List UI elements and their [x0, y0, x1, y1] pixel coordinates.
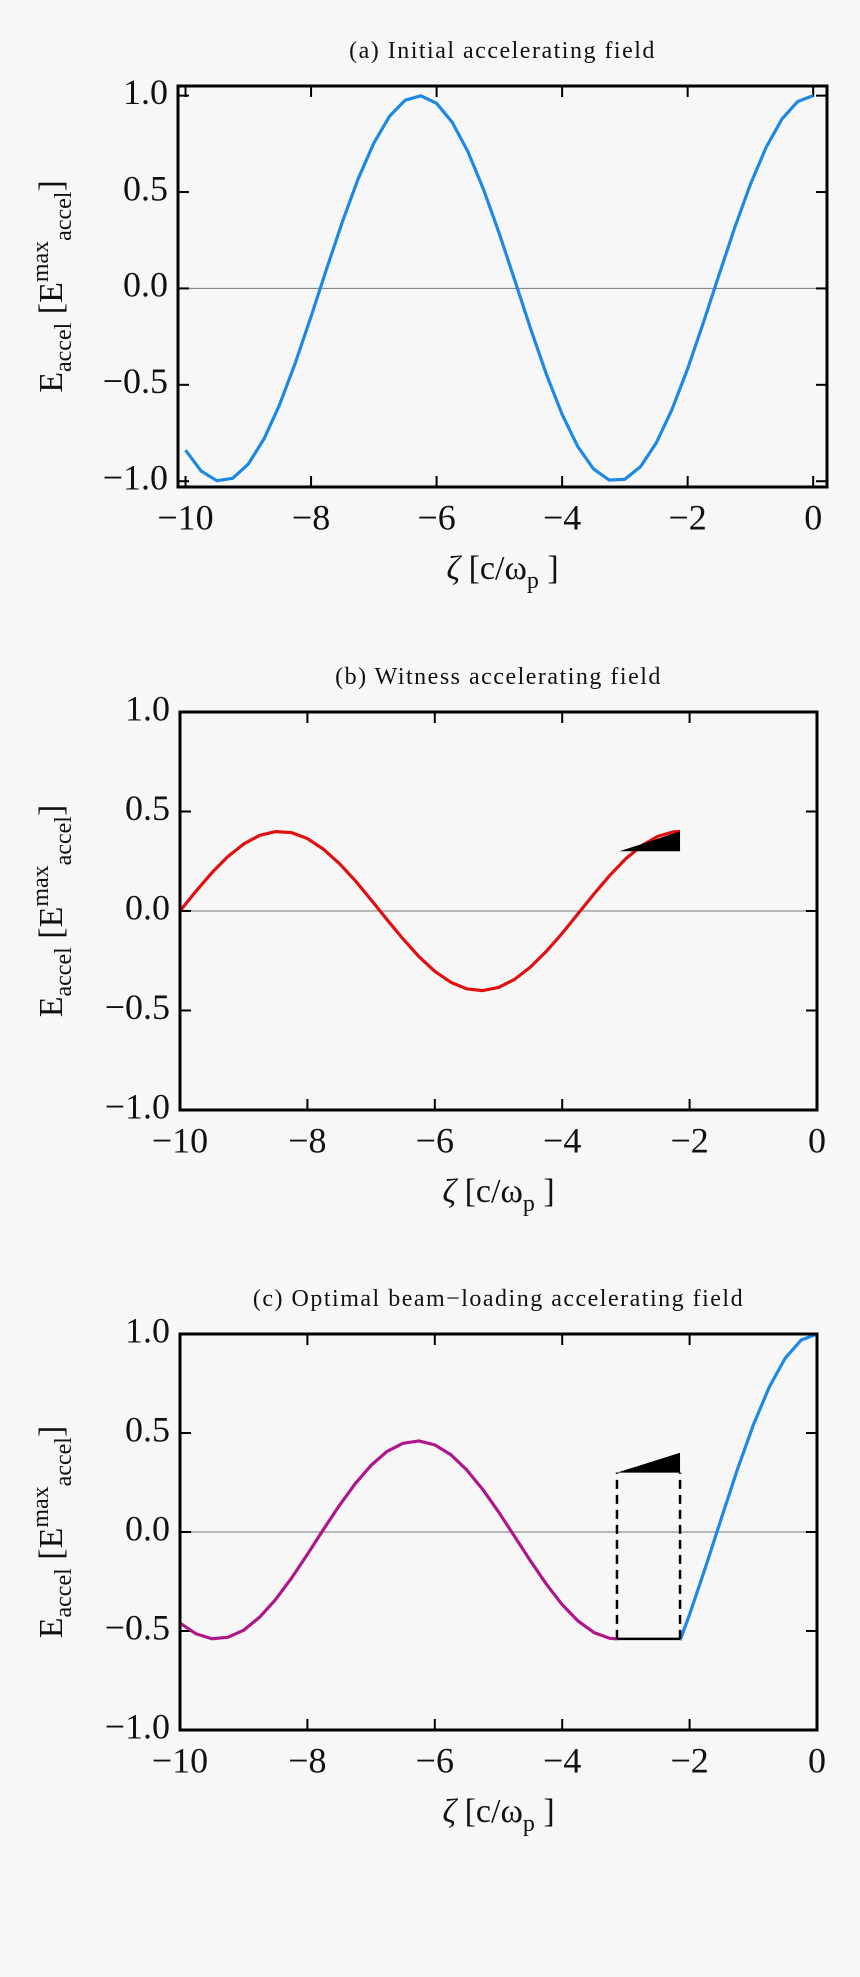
x-tick-label: 0: [808, 1120, 826, 1160]
y-tick-label: −1.0: [105, 1086, 170, 1126]
label-part: ]: [539, 550, 559, 587]
x-tick-label: 0: [808, 1740, 826, 1780]
plot-frame: [176, 84, 829, 489]
label-part: E: [33, 997, 70, 1018]
label-part: accel: [51, 947, 77, 997]
bunch: [616, 1452, 681, 1473]
x-tick-label: −10: [152, 1120, 208, 1160]
label-part: ]: [33, 805, 70, 816]
y-tick-label: 0.0: [125, 887, 170, 927]
label-part: [c/ω: [456, 1793, 523, 1830]
x-tick-label: −4: [543, 1740, 581, 1780]
x-tick-label: −2: [670, 1120, 708, 1160]
x-tick-label: −6: [416, 1740, 454, 1780]
x-tick-label: −4: [543, 1120, 581, 1160]
data-line: [178, 829, 681, 993]
label-part: p: [527, 568, 539, 594]
y-tick-label: −0.5: [105, 1607, 170, 1647]
chart-title: (c) Optimal beam−loading accelerating fi…: [253, 1286, 744, 1312]
y-tick-label: −0.5: [103, 361, 168, 401]
chart-title: (a) Initial accelerating field: [349, 38, 656, 64]
x-tick-label: −4: [543, 497, 581, 537]
chart-title: (b) Witness accelerating field: [335, 664, 662, 690]
y-tick-label: 1.0: [125, 688, 170, 728]
y-tick-label: 0.5: [125, 788, 170, 828]
y-tick-label: 1.0: [123, 72, 168, 112]
y-tick-label: 0.5: [125, 1409, 170, 1449]
x-tick-label: −2: [669, 497, 707, 537]
data-line: [179, 1439, 618, 1641]
label-part: ]: [535, 1173, 555, 1210]
label-part: accel: [51, 1437, 77, 1487]
label-part: ζ: [446, 550, 462, 587]
data-line: [184, 94, 814, 483]
label-part: accel: [51, 816, 77, 866]
chart-panel: (b) Witness accelerating field −10 −8 −6 −4 −…: [28, 664, 826, 1217]
x-axis-label: ζ [c/ωp ]: [442, 1793, 554, 1837]
bunch: [619, 831, 681, 852]
y-tick-label: 0.0: [125, 1508, 170, 1548]
label-part: [E: [33, 282, 70, 323]
x-tick-label: −8: [288, 1120, 326, 1160]
y-tick-label: −0.5: [105, 987, 170, 1027]
x-tick-label: −6: [417, 497, 455, 537]
label-part: ]: [33, 1426, 70, 1437]
label-part: accel: [51, 191, 77, 241]
x-tick-label: −2: [670, 1740, 708, 1780]
x-tick-label: −6: [416, 1120, 454, 1160]
label-part: p: [523, 1191, 535, 1217]
y-axis-label: Eaccel [Emaxaccel]: [28, 1426, 77, 1639]
label-part: E: [33, 372, 70, 393]
label-part: [E: [33, 1528, 70, 1569]
label-part: accel: [51, 322, 77, 372]
y-axis-label: Eaccel [Emaxaccel]: [28, 805, 77, 1018]
plot-frame: [178, 1332, 819, 1732]
y-tick-label: −1.0: [105, 1706, 170, 1746]
x-axis-label: ζ [c/ωp ]: [442, 1173, 554, 1217]
label-part: [c/ω: [460, 550, 527, 587]
x-tick-label: −10: [157, 497, 213, 537]
y-tick-label: −1.0: [103, 457, 168, 497]
y-tick-label: 0.5: [123, 168, 168, 208]
chart-panel: (c) Optimal beam−loading accelerating fi…: [28, 1286, 826, 1837]
plot-frame: [178, 710, 819, 1112]
label-part: E: [33, 1618, 70, 1639]
label-part: max: [28, 1486, 54, 1527]
x-tick-label: −8: [288, 1740, 326, 1780]
data-line: [678, 1332, 818, 1641]
label-part: ζ: [442, 1173, 458, 1210]
label-part: max: [28, 865, 54, 906]
chart-panel: (a) Initial accelerating field −10 −8 −6 −4 −…: [28, 38, 829, 594]
x-tick-label: −10: [152, 1740, 208, 1780]
label-part: [c/ω: [456, 1173, 523, 1210]
label-part: max: [28, 241, 54, 282]
label-part: ]: [33, 180, 70, 191]
x-axis-label: ζ [c/ωp ]: [446, 550, 558, 594]
label-part: p: [523, 1811, 535, 1837]
label-part: [E: [33, 907, 70, 948]
label-part: ]: [535, 1793, 555, 1830]
label-part: ζ: [442, 1793, 458, 1830]
y-tick-label: 0.0: [123, 265, 168, 305]
y-tick-label: 1.0: [125, 1310, 170, 1350]
x-tick-label: −8: [292, 497, 330, 537]
label-part: accel: [51, 1568, 77, 1618]
y-axis-label: Eaccel [Emaxaccel]: [28, 180, 77, 393]
x-tick-label: 0: [804, 497, 822, 537]
